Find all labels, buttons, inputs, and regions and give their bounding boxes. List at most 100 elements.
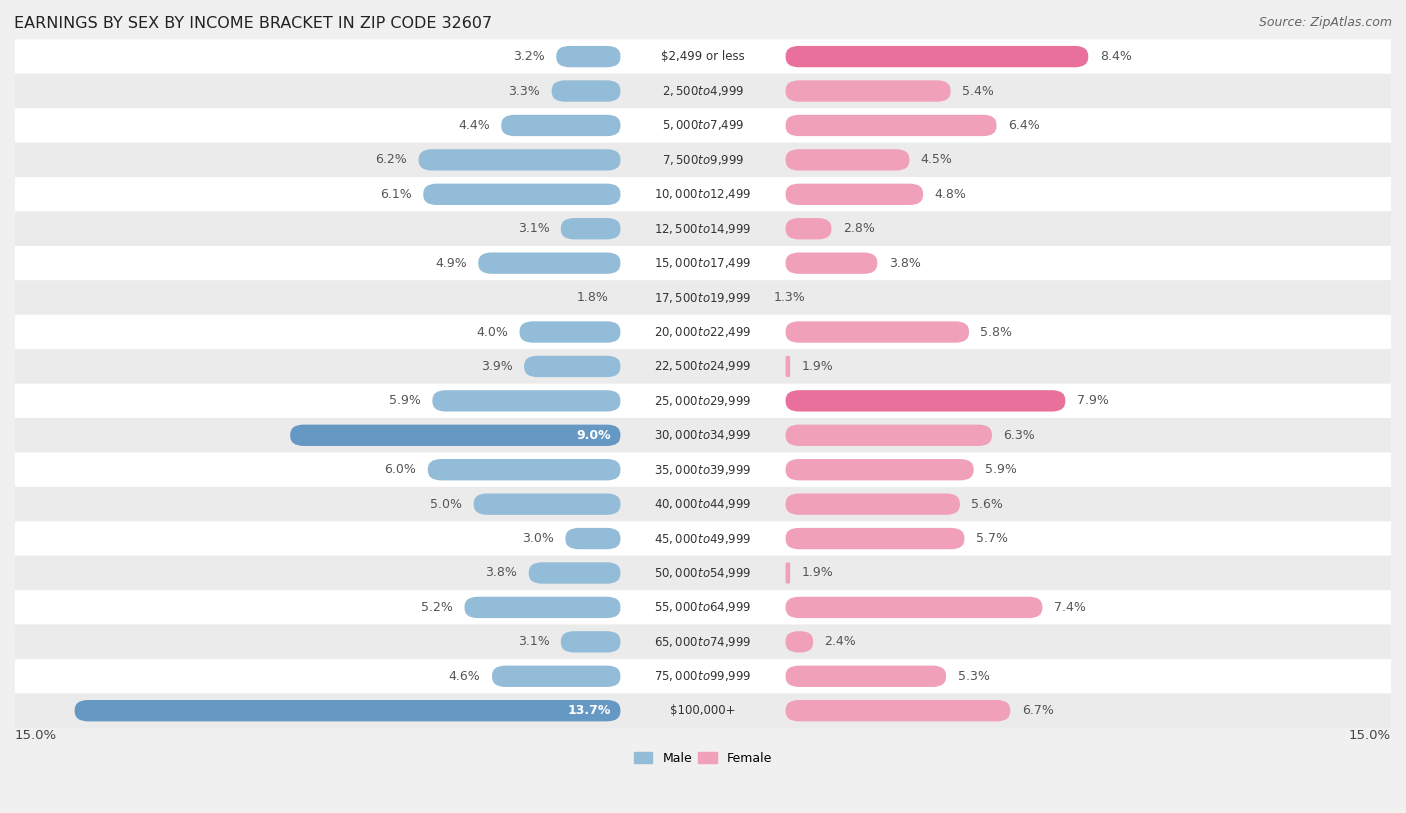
FancyBboxPatch shape bbox=[786, 80, 950, 102]
Text: $65,000 to $74,999: $65,000 to $74,999 bbox=[654, 635, 752, 649]
FancyBboxPatch shape bbox=[15, 142, 1391, 177]
Text: EARNINGS BY SEX BY INCOME BRACKET IN ZIP CODE 32607: EARNINGS BY SEX BY INCOME BRACKET IN ZIP… bbox=[14, 16, 492, 31]
FancyBboxPatch shape bbox=[561, 218, 620, 239]
Text: 5.2%: 5.2% bbox=[422, 601, 453, 614]
Text: $7,500 to $9,999: $7,500 to $9,999 bbox=[662, 153, 744, 167]
FancyBboxPatch shape bbox=[15, 246, 1391, 280]
FancyBboxPatch shape bbox=[565, 528, 620, 550]
FancyBboxPatch shape bbox=[551, 80, 620, 102]
Text: $40,000 to $44,999: $40,000 to $44,999 bbox=[654, 497, 752, 511]
Text: $15,000 to $17,499: $15,000 to $17,499 bbox=[654, 256, 752, 270]
Text: 3.9%: 3.9% bbox=[481, 360, 513, 373]
Text: 6.3%: 6.3% bbox=[1004, 428, 1035, 441]
Text: 3.3%: 3.3% bbox=[509, 85, 540, 98]
Text: $100,000+: $100,000+ bbox=[671, 704, 735, 717]
FancyBboxPatch shape bbox=[15, 521, 1391, 556]
FancyBboxPatch shape bbox=[786, 253, 877, 274]
FancyBboxPatch shape bbox=[529, 563, 620, 584]
Text: 3.2%: 3.2% bbox=[513, 50, 544, 63]
FancyBboxPatch shape bbox=[492, 666, 620, 687]
FancyBboxPatch shape bbox=[433, 390, 620, 411]
Text: $2,499 or less: $2,499 or less bbox=[661, 50, 745, 63]
Text: 5.9%: 5.9% bbox=[389, 394, 420, 407]
FancyBboxPatch shape bbox=[478, 253, 620, 274]
Text: 6.1%: 6.1% bbox=[380, 188, 412, 201]
Text: 5.9%: 5.9% bbox=[986, 463, 1017, 476]
Text: 5.0%: 5.0% bbox=[430, 498, 463, 511]
FancyBboxPatch shape bbox=[15, 108, 1391, 142]
Text: 7.9%: 7.9% bbox=[1077, 394, 1109, 407]
Text: 6.0%: 6.0% bbox=[384, 463, 416, 476]
Legend: Male, Female: Male, Female bbox=[628, 747, 778, 770]
Text: 4.9%: 4.9% bbox=[434, 257, 467, 270]
Text: $45,000 to $49,999: $45,000 to $49,999 bbox=[654, 532, 752, 546]
FancyBboxPatch shape bbox=[786, 150, 910, 171]
Text: 6.2%: 6.2% bbox=[375, 154, 408, 167]
FancyBboxPatch shape bbox=[786, 46, 1088, 67]
FancyBboxPatch shape bbox=[15, 693, 1391, 728]
Text: 4.0%: 4.0% bbox=[477, 325, 508, 338]
Text: $50,000 to $54,999: $50,000 to $54,999 bbox=[654, 566, 752, 580]
FancyBboxPatch shape bbox=[557, 46, 620, 67]
FancyBboxPatch shape bbox=[15, 659, 1391, 693]
Text: 1.9%: 1.9% bbox=[801, 567, 834, 580]
FancyBboxPatch shape bbox=[786, 700, 1011, 721]
FancyBboxPatch shape bbox=[786, 115, 997, 136]
FancyBboxPatch shape bbox=[15, 590, 1391, 624]
Text: $25,000 to $29,999: $25,000 to $29,999 bbox=[654, 393, 752, 408]
FancyBboxPatch shape bbox=[15, 74, 1391, 108]
Text: 1.3%: 1.3% bbox=[775, 291, 806, 304]
Text: Source: ZipAtlas.com: Source: ZipAtlas.com bbox=[1258, 16, 1392, 29]
FancyBboxPatch shape bbox=[15, 350, 1391, 384]
Text: 3.0%: 3.0% bbox=[522, 532, 554, 545]
FancyBboxPatch shape bbox=[786, 631, 813, 653]
Text: 3.1%: 3.1% bbox=[517, 635, 550, 648]
FancyBboxPatch shape bbox=[786, 390, 1066, 411]
FancyBboxPatch shape bbox=[786, 493, 960, 515]
Text: 2.8%: 2.8% bbox=[842, 222, 875, 235]
Text: 6.7%: 6.7% bbox=[1022, 704, 1053, 717]
Text: $30,000 to $34,999: $30,000 to $34,999 bbox=[654, 428, 752, 442]
Text: 5.3%: 5.3% bbox=[957, 670, 990, 683]
Text: $12,500 to $14,999: $12,500 to $14,999 bbox=[654, 222, 752, 236]
Text: $20,000 to $22,499: $20,000 to $22,499 bbox=[654, 325, 752, 339]
Text: 3.8%: 3.8% bbox=[485, 567, 517, 580]
FancyBboxPatch shape bbox=[15, 315, 1391, 350]
FancyBboxPatch shape bbox=[15, 177, 1391, 211]
FancyBboxPatch shape bbox=[15, 624, 1391, 659]
Text: 5.6%: 5.6% bbox=[972, 498, 1004, 511]
FancyBboxPatch shape bbox=[474, 493, 620, 515]
FancyBboxPatch shape bbox=[786, 321, 969, 343]
Text: $35,000 to $39,999: $35,000 to $39,999 bbox=[654, 463, 752, 476]
Text: 7.4%: 7.4% bbox=[1054, 601, 1085, 614]
Text: 3.1%: 3.1% bbox=[517, 222, 550, 235]
Text: $55,000 to $64,999: $55,000 to $64,999 bbox=[654, 601, 752, 615]
FancyBboxPatch shape bbox=[501, 115, 620, 136]
Text: 2.4%: 2.4% bbox=[824, 635, 856, 648]
Text: 4.5%: 4.5% bbox=[921, 154, 953, 167]
Text: 15.0%: 15.0% bbox=[15, 728, 58, 741]
FancyBboxPatch shape bbox=[464, 597, 620, 618]
Text: 5.7%: 5.7% bbox=[976, 532, 1008, 545]
Text: 13.7%: 13.7% bbox=[568, 704, 612, 717]
Text: 4.8%: 4.8% bbox=[935, 188, 966, 201]
FancyBboxPatch shape bbox=[15, 556, 1391, 590]
FancyBboxPatch shape bbox=[786, 459, 973, 480]
FancyBboxPatch shape bbox=[15, 487, 1391, 521]
Text: 3.8%: 3.8% bbox=[889, 257, 921, 270]
FancyBboxPatch shape bbox=[786, 184, 924, 205]
Text: 5.4%: 5.4% bbox=[962, 85, 994, 98]
Text: $2,500 to $4,999: $2,500 to $4,999 bbox=[662, 84, 744, 98]
Text: $10,000 to $12,499: $10,000 to $12,499 bbox=[654, 187, 752, 202]
Text: $75,000 to $99,999: $75,000 to $99,999 bbox=[654, 669, 752, 683]
FancyBboxPatch shape bbox=[561, 631, 620, 653]
FancyBboxPatch shape bbox=[786, 218, 831, 239]
Text: $5,000 to $7,499: $5,000 to $7,499 bbox=[662, 119, 744, 133]
FancyBboxPatch shape bbox=[75, 700, 620, 721]
Text: 5.8%: 5.8% bbox=[980, 325, 1012, 338]
FancyBboxPatch shape bbox=[786, 424, 993, 446]
FancyBboxPatch shape bbox=[786, 563, 790, 584]
Text: 4.6%: 4.6% bbox=[449, 670, 481, 683]
FancyBboxPatch shape bbox=[786, 528, 965, 550]
Text: 8.4%: 8.4% bbox=[1099, 50, 1132, 63]
